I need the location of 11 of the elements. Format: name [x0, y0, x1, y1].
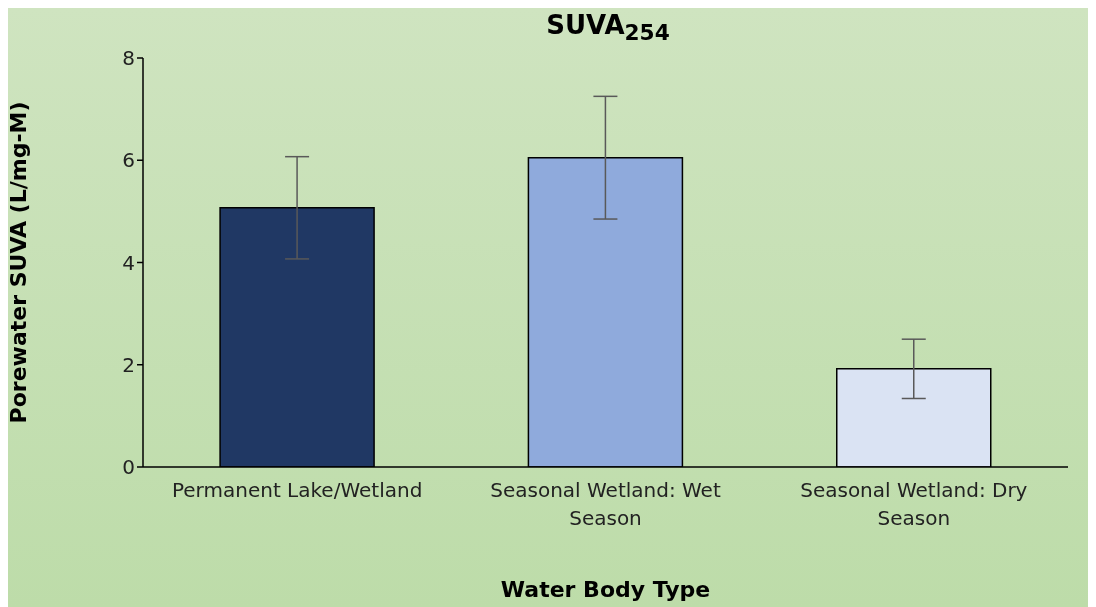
x-tick-label: Seasonal Wetland: Dry Season — [800, 478, 1028, 530]
chart-title: SUVA$_{254}$ — [545, 10, 671, 46]
x-tick-label: Seasonal Wetland: Wet Season — [490, 478, 721, 530]
x-tick-label: Permanent Lake/Wetland — [171, 478, 423, 502]
y-tick-label: 0 — [122, 455, 135, 480]
y-axis-title: Porewater SUVA (L/mg-M) — [5, 101, 31, 424]
y-tick-label: 8 — [122, 46, 135, 71]
x-axis-title: Water Body Type — [500, 577, 711, 602]
y-tick-label: 4 — [122, 250, 135, 275]
y-tick-label: 6 — [122, 148, 135, 173]
y-tick-label: 2 — [122, 352, 135, 377]
